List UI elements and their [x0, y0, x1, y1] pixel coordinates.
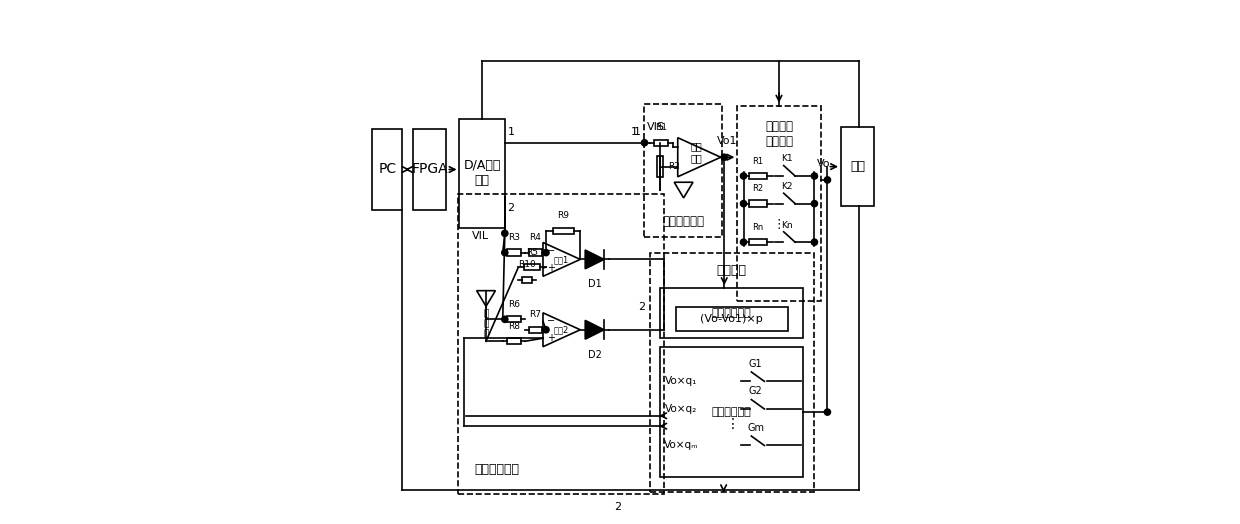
Text: Gm: Gm — [746, 423, 764, 433]
Bar — [507, 316, 521, 322]
Bar — [553, 227, 574, 234]
Text: ⋮: ⋮ — [727, 417, 740, 431]
Text: ⋮: ⋮ — [773, 218, 785, 231]
Bar — [529, 249, 542, 256]
Text: 风
噪
器: 风 噪 器 — [484, 309, 489, 339]
Text: Vo×qₘ: Vo×qₘ — [663, 441, 698, 451]
Text: Vo1: Vo1 — [717, 136, 737, 146]
Bar — [841, 127, 874, 206]
Text: +: + — [547, 263, 556, 273]
Bar — [645, 104, 722, 237]
Text: 电流档位
选择模块: 电流档位 选择模块 — [765, 121, 792, 148]
Text: R2: R2 — [668, 162, 681, 171]
Text: 2: 2 — [507, 202, 515, 213]
Circle shape — [502, 316, 508, 322]
Text: R10: R10 — [518, 260, 536, 269]
Bar — [738, 106, 821, 301]
Bar — [372, 129, 402, 210]
Bar — [529, 326, 542, 333]
Text: D2: D2 — [588, 350, 601, 359]
Circle shape — [811, 201, 817, 207]
Text: PC: PC — [378, 162, 397, 177]
Bar — [650, 253, 813, 493]
Text: 1: 1 — [507, 127, 515, 137]
Text: 运放2: 运放2 — [554, 325, 569, 334]
Text: R3: R3 — [508, 233, 520, 242]
Text: 电压采样单元: 电压采样单元 — [712, 407, 751, 417]
Text: 功率运放模块: 功率运放模块 — [662, 215, 704, 228]
Bar — [660, 288, 804, 337]
Text: 2: 2 — [614, 502, 621, 512]
Text: 过流保护模块: 过流保护模块 — [474, 463, 520, 476]
Circle shape — [543, 326, 549, 333]
Circle shape — [740, 201, 746, 207]
Text: Kn: Kn — [781, 221, 792, 230]
Bar — [749, 239, 766, 245]
Text: −: − — [547, 316, 556, 326]
Circle shape — [811, 239, 817, 245]
Text: Rn: Rn — [753, 223, 764, 232]
Text: K2: K2 — [781, 182, 792, 191]
Text: R6: R6 — [508, 300, 520, 309]
Circle shape — [502, 249, 508, 256]
Text: G1: G1 — [749, 359, 763, 369]
Bar — [655, 139, 668, 146]
Bar — [507, 249, 521, 256]
Text: 负载: 负载 — [849, 160, 866, 173]
Text: Vo: Vo — [817, 159, 831, 169]
Circle shape — [740, 239, 746, 245]
Text: VIS: VIS — [647, 122, 665, 132]
Circle shape — [502, 230, 508, 236]
Bar — [459, 194, 665, 494]
Text: 2: 2 — [639, 302, 645, 312]
Bar — [522, 277, 532, 283]
Circle shape — [811, 173, 817, 179]
Bar — [460, 118, 505, 228]
Text: R1: R1 — [656, 123, 667, 133]
Text: FPGA: FPGA — [412, 162, 448, 177]
Text: R8: R8 — [508, 322, 520, 331]
Polygon shape — [585, 320, 604, 339]
Text: D1: D1 — [588, 279, 601, 289]
Text: D/A转换
模块: D/A转换 模块 — [464, 159, 501, 188]
Polygon shape — [585, 250, 604, 269]
Text: 1: 1 — [630, 127, 637, 137]
Circle shape — [825, 177, 831, 183]
Bar — [749, 173, 766, 179]
Circle shape — [722, 154, 728, 160]
Circle shape — [825, 409, 831, 415]
Text: R7: R7 — [529, 310, 542, 319]
Text: 1: 1 — [634, 127, 641, 137]
Circle shape — [740, 173, 746, 179]
Bar — [657, 156, 663, 177]
Text: R2: R2 — [753, 184, 764, 193]
Bar — [413, 129, 446, 210]
Text: Vo×q₁: Vo×q₁ — [665, 376, 697, 386]
Text: 功率
运放: 功率 运放 — [691, 141, 703, 163]
Text: (Vo-Vo1)×p: (Vo-Vo1)×p — [701, 314, 763, 324]
Text: R5: R5 — [526, 248, 538, 257]
Text: VIL: VIL — [471, 231, 489, 241]
Text: R1: R1 — [753, 157, 764, 166]
Text: −: − — [547, 246, 556, 256]
Circle shape — [543, 249, 549, 256]
Text: Vo×q₂: Vo×q₂ — [665, 404, 697, 414]
Bar — [749, 201, 766, 207]
Text: 采样模块: 采样模块 — [717, 265, 746, 277]
Bar — [523, 264, 541, 270]
Bar — [507, 338, 521, 344]
Text: R4: R4 — [529, 233, 542, 242]
Circle shape — [641, 139, 647, 146]
Text: 电流采样单元: 电流采样单元 — [712, 308, 751, 318]
Bar — [660, 347, 804, 477]
Text: +: + — [547, 333, 556, 343]
Text: G2: G2 — [749, 387, 763, 397]
Text: K1: K1 — [781, 155, 792, 163]
Text: 运放1: 运放1 — [554, 255, 569, 264]
Bar — [676, 307, 787, 331]
Text: R9: R9 — [557, 211, 569, 220]
